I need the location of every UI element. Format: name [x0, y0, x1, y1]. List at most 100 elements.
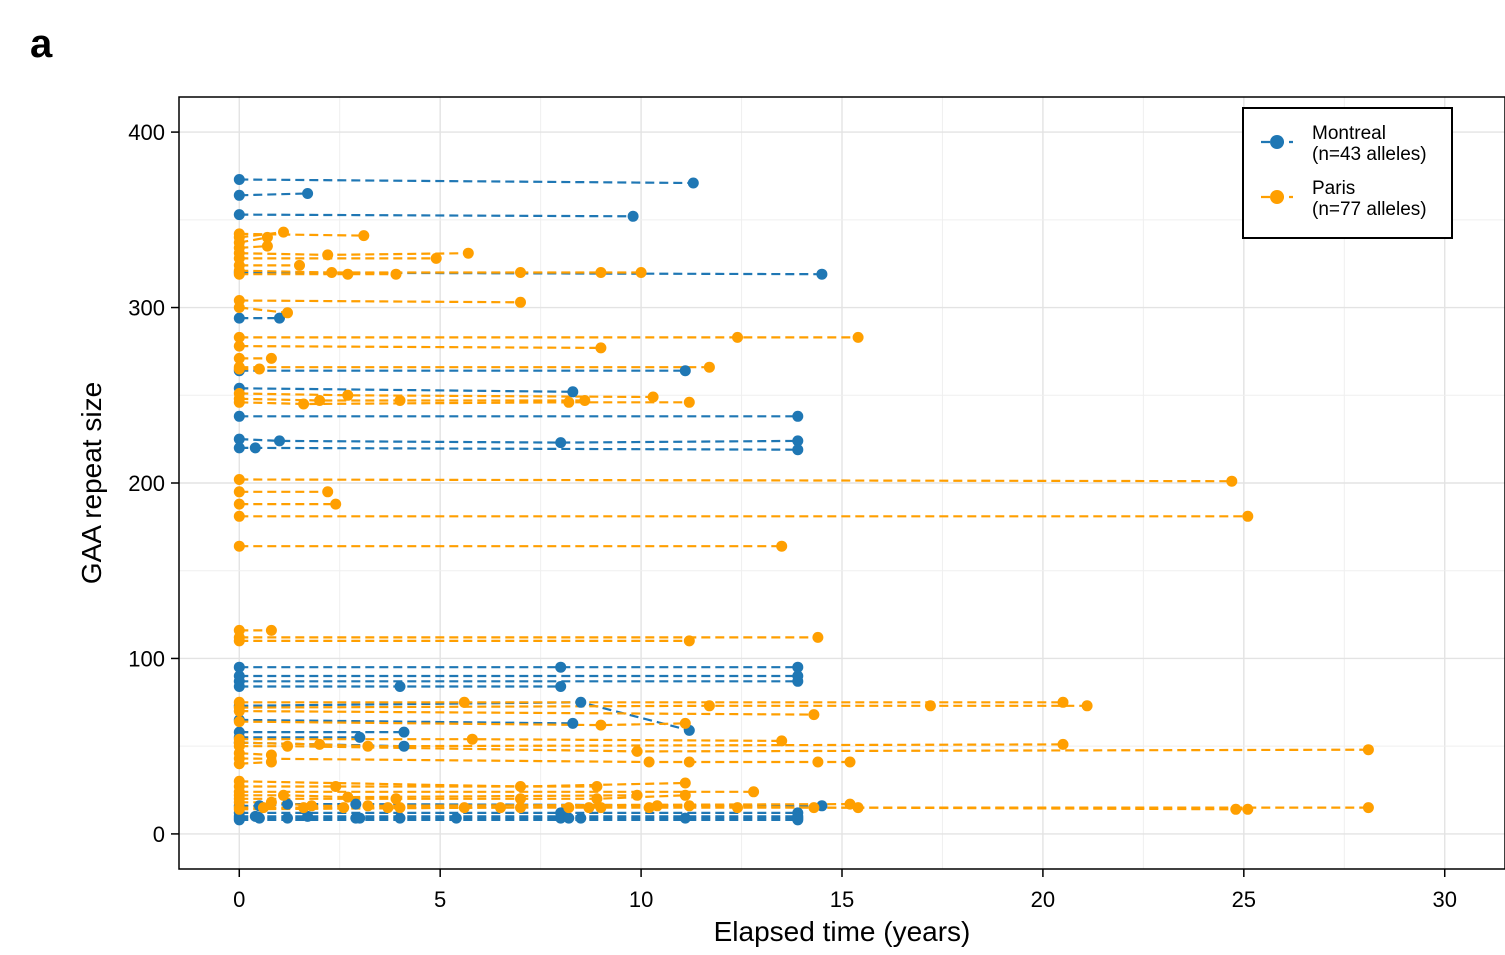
series-line-paris: [239, 306, 288, 314]
series-line-montreal: [239, 387, 573, 393]
data-point-paris: [563, 396, 575, 408]
data-point-paris: [233, 268, 245, 280]
data-point-montreal: [233, 433, 245, 445]
data-point-paris: [278, 789, 289, 801]
data-point-montreal: [687, 177, 699, 189]
legend-box: [1242, 107, 1453, 239]
data-point-paris: [812, 756, 824, 768]
legend-label: Montreal: [1312, 123, 1386, 144]
data-point-paris: [1242, 803, 1254, 815]
data-point-paris: [683, 800, 695, 812]
y-tick-label: 200: [128, 471, 165, 496]
data-point-montreal: [274, 435, 285, 447]
series-line-montreal: [239, 192, 308, 197]
data-point-montreal: [233, 814, 245, 826]
data-point-montreal: [233, 661, 245, 673]
data-point-paris: [233, 635, 245, 647]
data-point-montreal: [233, 209, 245, 221]
data-point-paris: [776, 540, 788, 552]
series-line-paris: [239, 757, 850, 764]
data-point-paris: [515, 802, 526, 814]
data-point-paris: [595, 342, 607, 354]
data-point-paris: [382, 802, 394, 814]
data-point-paris: [233, 716, 245, 728]
data-point-montreal: [302, 810, 314, 822]
series-line-montreal: [239, 446, 798, 451]
series-line-paris: [239, 720, 686, 727]
series-lines: [239, 178, 1369, 821]
data-point-paris: [583, 802, 595, 814]
data-point-paris: [595, 719, 607, 731]
x-tick-label: 20: [1031, 887, 1055, 912]
series-line-paris: [239, 745, 1369, 753]
data-point-montreal: [394, 812, 406, 824]
data-point-montreal: [555, 812, 567, 824]
data-point-montreal: [282, 798, 293, 810]
data-point-paris: [1362, 744, 1374, 756]
data-point-montreal: [679, 365, 691, 377]
data-point-montreal: [567, 386, 579, 398]
x-tick-label: 25: [1232, 887, 1256, 912]
data-point-montreal: [233, 174, 245, 185]
x-tick-label: 0: [233, 887, 245, 912]
data-point-montreal: [233, 312, 245, 324]
data-point-paris: [265, 624, 277, 636]
data-point-paris: [683, 635, 695, 647]
data-point-paris: [458, 696, 470, 708]
data-point-montreal: [792, 675, 804, 687]
legend: Montreal(n=43 alleles) Paris(n=77 alleles…: [1242, 107, 1453, 239]
y-tick-label: 400: [128, 120, 165, 145]
data-point-montreal: [816, 268, 828, 280]
data-point-montreal: [563, 812, 575, 824]
data-point-paris: [342, 791, 354, 803]
data-point-paris: [683, 396, 695, 408]
data-point-montreal: [354, 812, 366, 824]
series-line-paris: [239, 710, 814, 716]
x-tick-label: 10: [629, 887, 653, 912]
data-point-montreal: [354, 731, 366, 743]
data-point-paris: [282, 307, 293, 319]
data-point-montreal: [233, 681, 245, 692]
data-point-montreal: [398, 740, 410, 752]
data-point-paris: [233, 498, 245, 510]
data-point-paris: [495, 802, 506, 814]
data-point-montreal: [233, 189, 245, 201]
data-point-montreal: [555, 437, 567, 449]
data-point-paris: [233, 396, 245, 408]
data-point-paris: [1242, 510, 1254, 522]
data-point-paris: [362, 740, 374, 752]
data-point-paris: [1362, 802, 1374, 814]
data-point-paris: [563, 802, 575, 814]
data-point-paris: [462, 247, 474, 259]
data-point-paris: [265, 352, 277, 364]
data-point-paris: [233, 803, 245, 815]
data-point-paris: [233, 486, 245, 498]
data-point-paris: [394, 802, 406, 814]
series-line-paris: [239, 704, 1088, 709]
series-line-paris: [239, 397, 585, 402]
data-point-paris: [679, 717, 691, 729]
data-point-paris: [458, 802, 470, 814]
series-line-montreal: [239, 178, 694, 185]
legend-marker: [1270, 190, 1284, 204]
data-point-montreal: [627, 210, 639, 222]
data-point-paris: [394, 395, 406, 406]
data-point-paris: [342, 389, 354, 401]
data-point-montreal: [253, 812, 265, 824]
data-point-paris: [679, 789, 691, 801]
data-point-montreal: [350, 798, 362, 810]
data-point-paris: [233, 340, 245, 352]
data-point-paris: [631, 745, 643, 757]
data-point-paris: [635, 267, 647, 278]
data-point-montreal: [792, 410, 804, 422]
x-tick-label: 30: [1432, 887, 1456, 912]
data-point-paris: [298, 802, 310, 814]
data-point-paris: [852, 802, 864, 814]
data-point-paris: [732, 331, 743, 343]
y-tick-label: 0: [153, 822, 165, 847]
legend-label: Paris: [1312, 178, 1355, 199]
data-point-paris: [278, 226, 289, 238]
data-point-paris: [651, 800, 663, 812]
